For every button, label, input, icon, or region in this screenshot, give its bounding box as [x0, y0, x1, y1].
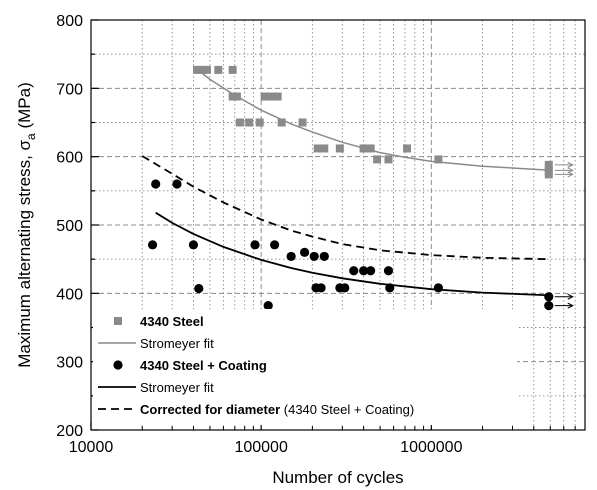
x-tick-label: 1000000 [400, 439, 462, 456]
y-axis-title-subscript: a [24, 133, 38, 140]
y-tick-label: 700 [56, 81, 83, 98]
y-tick-label: 200 [56, 423, 83, 440]
runout-arrow-head [567, 302, 574, 309]
data-point-steel [228, 92, 237, 101]
data-point-steel [235, 118, 244, 127]
runout-arrow-head [567, 293, 574, 300]
runout-arrow [554, 171, 574, 178]
legend-symbol-circle [113, 360, 123, 370]
data-point-steel [232, 92, 241, 101]
legend-symbols [98, 317, 136, 410]
tick-labels: 10000 100000 1000000 200 300 400 500 600 700 800 [56, 13, 462, 456]
data-point-coating [544, 301, 554, 311]
data-point-coating [147, 240, 158, 250]
data-point-steel [214, 65, 223, 74]
data-point-steel [320, 144, 329, 153]
data-point-coating [309, 251, 319, 262]
data-point-steel [298, 118, 307, 127]
runout-arrow [554, 302, 574, 309]
legend-label-corrected-suffix: (4340 Steel + Coating) [280, 402, 414, 417]
x-axis-title: Number of cycles [272, 468, 403, 487]
y-tick-label: 300 [56, 355, 83, 372]
data-point-coating [263, 301, 273, 311]
legend-label-4340-steel-coating: 4340 Steel + Coating [140, 358, 267, 373]
legend-symbol-square [114, 317, 122, 325]
data-point-steel [313, 144, 322, 153]
x-tick-label: 10000 [69, 439, 114, 456]
y-tick-label: 400 [56, 286, 83, 303]
runout-arrow-head [567, 167, 574, 174]
legend-label-stromeyer-fit-coating: Stromeyer fit [140, 380, 214, 395]
runout-arrow [554, 293, 574, 300]
data-point-coating [151, 179, 161, 189]
data-point-steel [193, 65, 202, 74]
data-point-coating [188, 240, 199, 250]
data-point-steel [544, 160, 553, 169]
data-point-steel [544, 170, 553, 179]
data-point-steel [434, 155, 443, 164]
data-point-coating [349, 266, 359, 276]
data-point-steel [245, 118, 254, 127]
axis-ticks [90, 19, 576, 431]
data-point-steel [260, 92, 269, 101]
data-point-steel [255, 118, 264, 127]
data-point-coating [194, 283, 204, 294]
data-point-coating [172, 179, 182, 189]
legend-label-stromeyer-fit-steel: Stromeyer fit [140, 336, 214, 351]
y-tick-label: 500 [56, 218, 83, 235]
runout-arrow [554, 167, 574, 174]
legend-label-4340-steel: 4340 Steel [140, 314, 204, 329]
data-point-coating [270, 240, 280, 250]
data-point-steel [198, 65, 207, 74]
data-point-steel [373, 155, 382, 164]
data-point-steel [335, 144, 344, 153]
data-point-steel [359, 144, 368, 153]
series-layer [141, 65, 574, 311]
data-point-steel [366, 144, 375, 153]
data-point-coating [359, 266, 369, 276]
x-tick-label: 100000 [234, 439, 287, 456]
y-axis-title: Maximum alternating stress, σa (MPa) [15, 82, 38, 367]
data-point-steel [267, 92, 276, 101]
data-point-coating [316, 283, 326, 293]
data-point-steel [277, 118, 286, 127]
data-point-coating [250, 240, 260, 250]
data-point-coating [433, 283, 443, 293]
legend-label-corrected-for-diameter: Corrected for diameter (4340 Steel + Coa… [140, 402, 414, 417]
y-tick-label: 600 [56, 150, 83, 167]
data-point-coating [366, 266, 376, 276]
data-point-coating [340, 283, 350, 293]
legend-label-corrected-main: Corrected for diameter [140, 402, 280, 417]
series-line-4 [141, 155, 551, 261]
y-axis-title-main: Maximum alternating stress, σ [15, 139, 34, 367]
data-point-coating [385, 283, 395, 293]
runout-arrow [554, 161, 574, 168]
legend-background [93, 309, 517, 425]
data-point-coating [383, 266, 394, 276]
data-point-steel [202, 65, 211, 74]
data-point-coating [544, 292, 554, 302]
data-point-steel [544, 166, 553, 175]
series-line-1 [192, 65, 551, 172]
legend: 4340 Steel Stromeyer fit 4340 Steel + Co… [93, 309, 517, 425]
runout-arrow-head [567, 161, 574, 168]
y-tick-label: 800 [56, 13, 83, 30]
data-point-steel [384, 155, 393, 164]
y-axis-title-unit: (MPa) [15, 82, 34, 133]
data-point-coating [286, 251, 296, 262]
data-point-steel [273, 92, 282, 101]
data-point-coating [319, 251, 329, 262]
data-point-steel [228, 65, 237, 74]
runout-arrow-head [567, 171, 574, 178]
data-point-coating [300, 247, 310, 257]
data-point-steel [403, 144, 412, 153]
